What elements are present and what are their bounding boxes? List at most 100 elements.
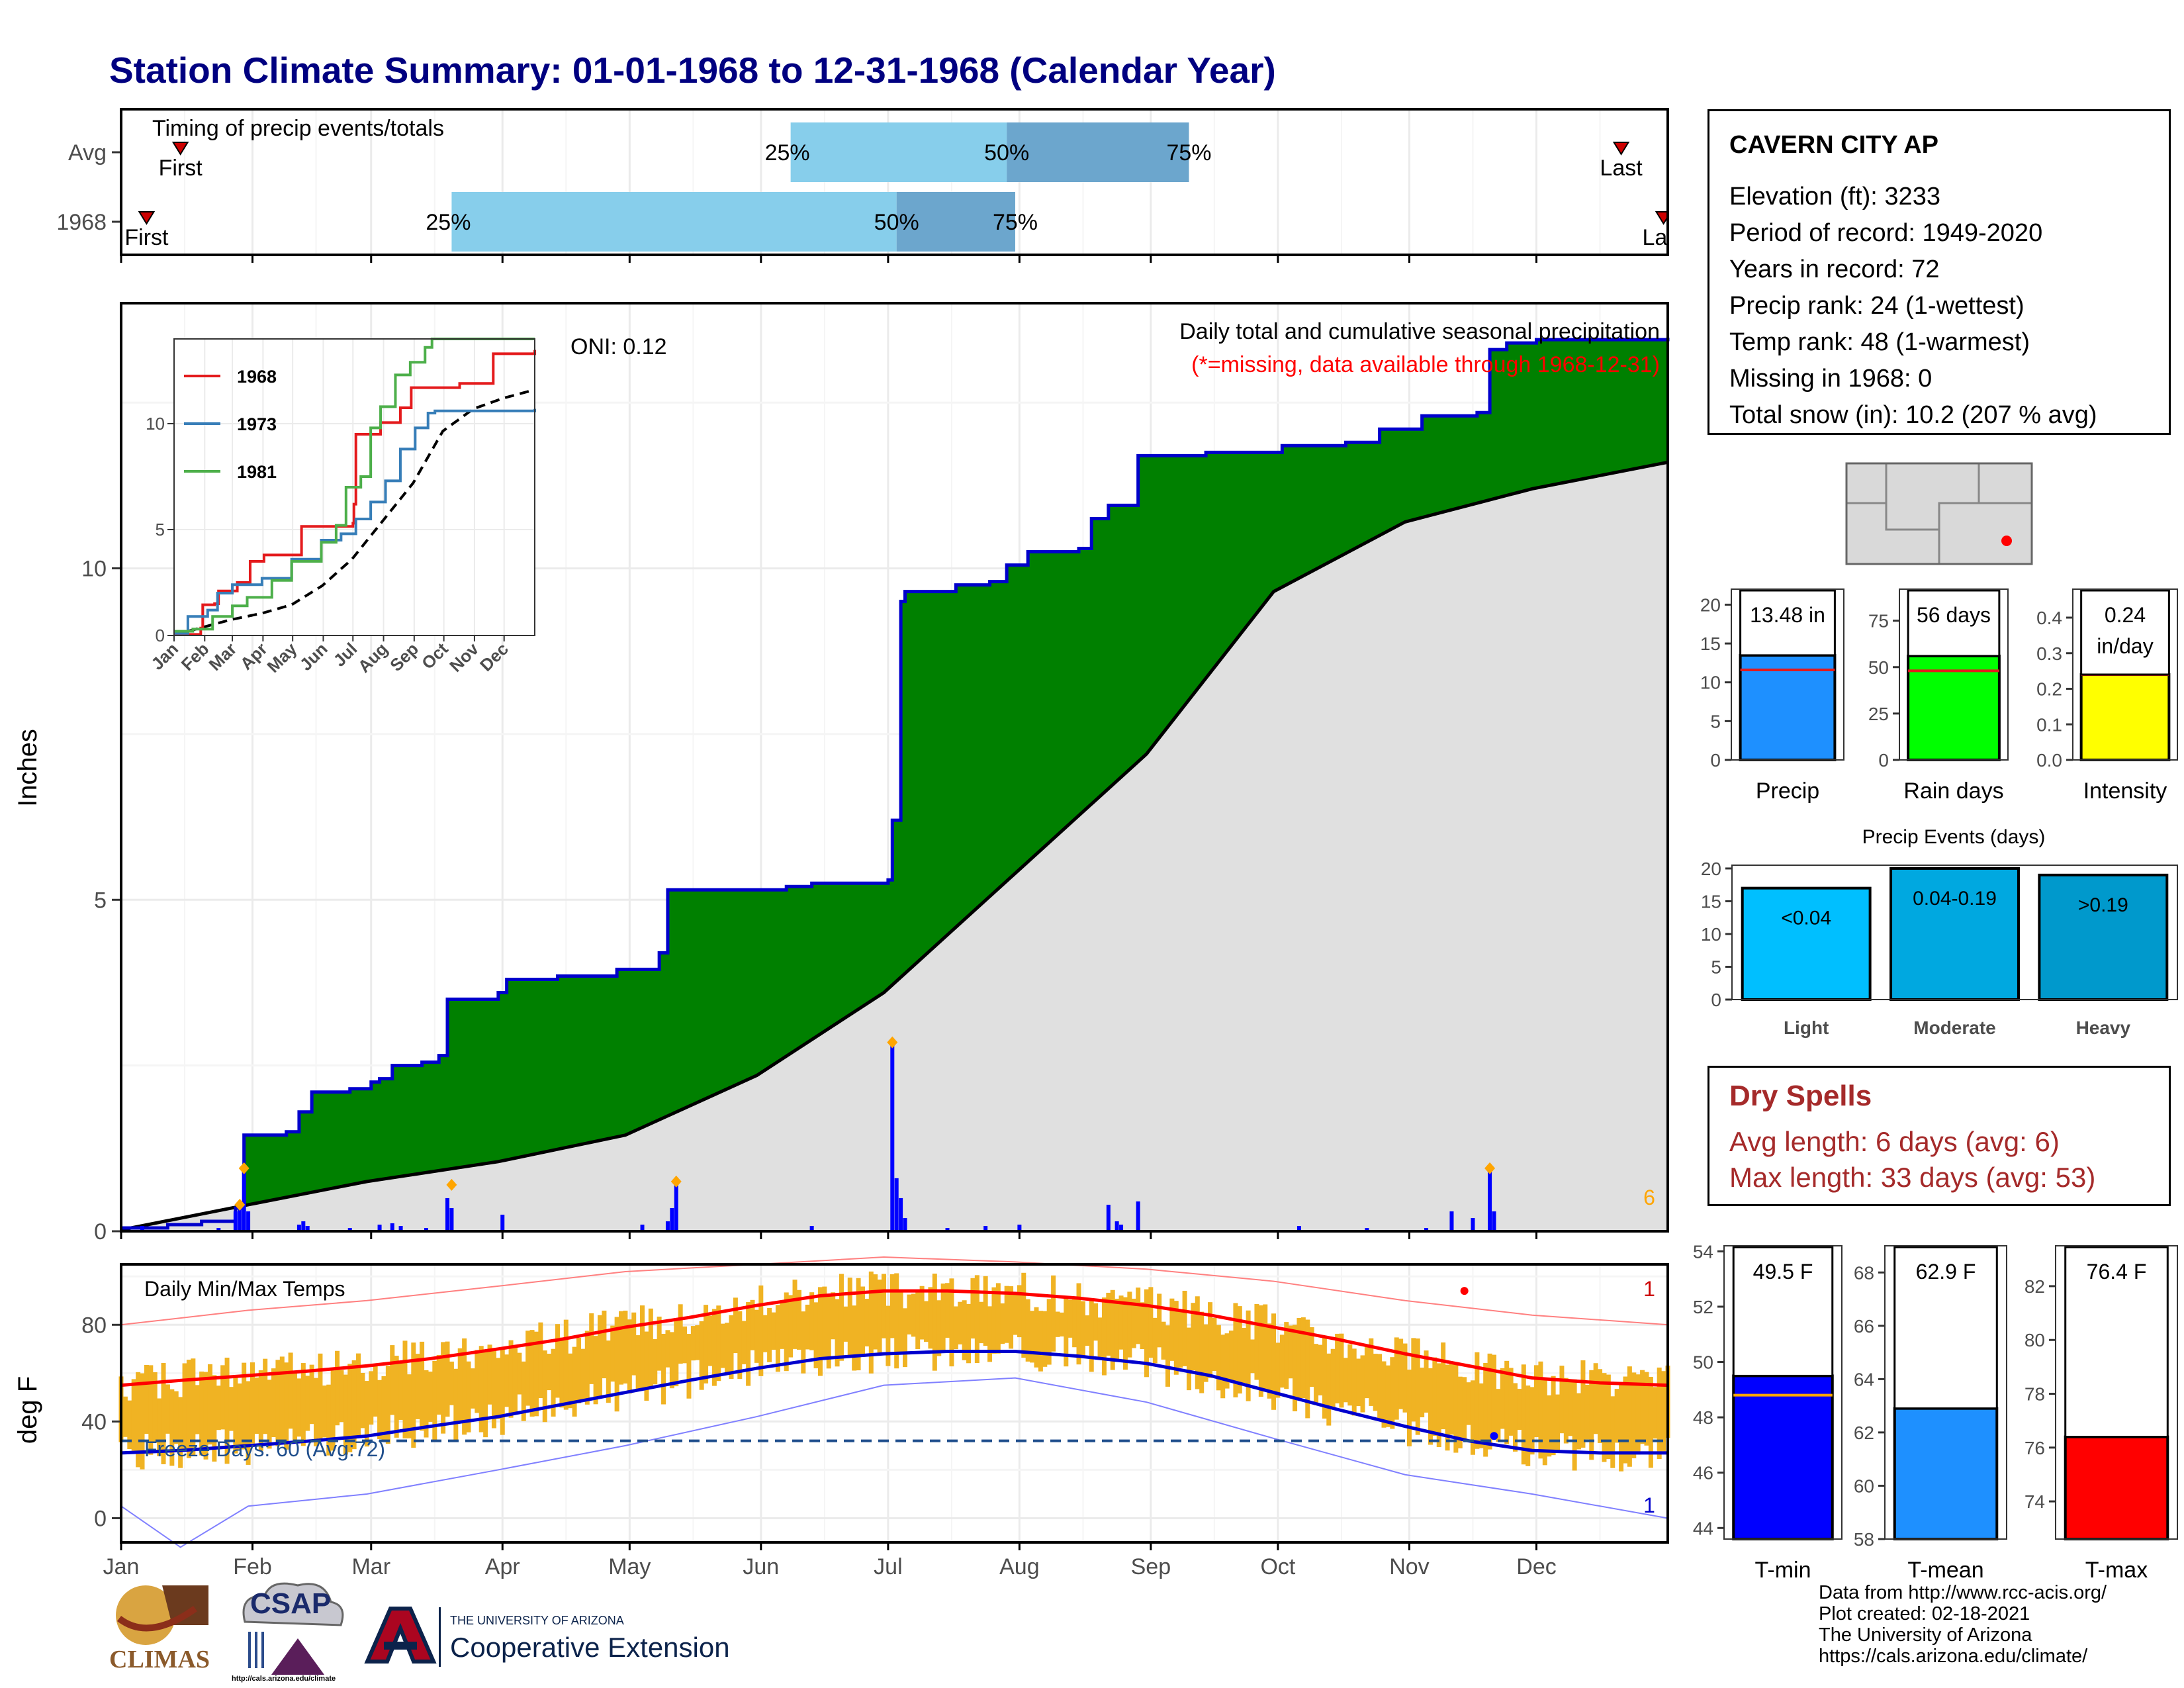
daily-temp-bar bbox=[635, 1335, 641, 1390]
daily-temp-bar bbox=[788, 1295, 794, 1358]
month-label: Apr bbox=[485, 1554, 520, 1579]
daily-temp-bar bbox=[318, 1353, 323, 1439]
precip-chart-subtitle: (*=missing, data available through 1968-… bbox=[1191, 352, 1660, 377]
daily-temp-bar bbox=[1297, 1318, 1302, 1399]
inset-frame bbox=[173, 338, 535, 636]
daily-temp-bar bbox=[411, 1342, 416, 1448]
daily-temp-bar bbox=[445, 1341, 450, 1417]
daily-temp-bar bbox=[1610, 1396, 1615, 1468]
totals-panels: 13.48 in 0 5 10 15 20 Precip 56 days 0 25 50 75 Rain… bbox=[1700, 588, 2178, 804]
y-tick-label: 80 bbox=[2025, 1330, 2045, 1350]
credits: Data from http://www.rcc-acis.org/ Plot … bbox=[1819, 1582, 2107, 1667]
daily-temp-bar bbox=[860, 1286, 865, 1355]
daily-temp-bar bbox=[136, 1372, 141, 1468]
daily-temp-bar bbox=[873, 1274, 878, 1350]
daily-temp-bar bbox=[1131, 1298, 1136, 1348]
bar-value-unit: in/day bbox=[2097, 634, 2153, 658]
daily-temp-bar bbox=[1436, 1363, 1441, 1448]
daily-temp-bar bbox=[1115, 1298, 1120, 1362]
daily-temp-bar bbox=[1584, 1384, 1590, 1440]
daily-temp-bar bbox=[1246, 1310, 1251, 1401]
daily-precip-bar bbox=[449, 1207, 454, 1231]
first-label: First bbox=[124, 225, 169, 250]
daily-temp-bar bbox=[1500, 1368, 1505, 1429]
bar-frame bbox=[1723, 1245, 1843, 1540]
daily-temp-bar bbox=[949, 1278, 954, 1367]
daily-temp-bar bbox=[1305, 1319, 1310, 1419]
daily-precip-bar bbox=[1449, 1211, 1454, 1231]
daily-temp-bar bbox=[1568, 1379, 1573, 1436]
daily-temp-bar bbox=[381, 1376, 387, 1442]
daily-temp-bar bbox=[1640, 1370, 1645, 1444]
daily-temp-bar bbox=[1335, 1333, 1340, 1404]
daily-temp-bar bbox=[1542, 1380, 1547, 1466]
daily-temp-bar bbox=[1000, 1303, 1005, 1344]
daily-temp-bar bbox=[263, 1358, 268, 1434]
pct-label-25: 25% bbox=[765, 140, 810, 165]
daily-temp-bar bbox=[1271, 1313, 1277, 1410]
pct-label-75: 75% bbox=[1166, 140, 1211, 165]
timing-frame bbox=[120, 108, 1669, 256]
daily-temp-bar bbox=[1487, 1353, 1492, 1450]
station-location-dot bbox=[2001, 536, 2012, 546]
daily-temp-bar bbox=[152, 1372, 158, 1443]
ua-cooperative-extension: Cooperative Extension bbox=[450, 1632, 730, 1663]
temps-y-axis-label: deg F bbox=[13, 1376, 42, 1444]
y-tick-label: 64 bbox=[1854, 1369, 1874, 1389]
daily-temp-bar bbox=[521, 1361, 526, 1421]
daily-temp-bar bbox=[822, 1286, 827, 1360]
normal-min-line bbox=[120, 1349, 1668, 1455]
daily-temp-bar bbox=[1173, 1301, 1179, 1375]
bar-category-label: T-mean bbox=[1907, 1558, 1983, 1583]
heavy-event-marker bbox=[238, 1162, 250, 1174]
daily-temp-bar bbox=[1288, 1325, 1293, 1379]
bar-t-mean bbox=[1893, 1407, 1999, 1540]
daily-temp-bar bbox=[1258, 1305, 1263, 1397]
bar-frame bbox=[2055, 1245, 2178, 1540]
y-tick-label: 50 bbox=[1693, 1352, 1713, 1373]
heavy-event-marker bbox=[670, 1175, 682, 1188]
daily-temp-bar bbox=[1220, 1335, 1226, 1399]
daily-temp-bar bbox=[1445, 1364, 1450, 1451]
daily-temp-bar bbox=[216, 1385, 221, 1430]
daily-temp-bar bbox=[1009, 1286, 1014, 1349]
dry-spells-max: Max length: 33 days (avg: 53) bbox=[1729, 1162, 2096, 1193]
bar-frame bbox=[1731, 588, 1844, 761]
daily-temp-bar bbox=[161, 1363, 166, 1464]
daily-precip-bar bbox=[216, 1227, 221, 1231]
inset-panel: 1968197319810510JanFebMarAprMayJunJulAug… bbox=[146, 338, 536, 677]
daily-temp-bar bbox=[1457, 1376, 1463, 1448]
daily-temp-bar bbox=[682, 1326, 688, 1364]
daily-temp-bar bbox=[309, 1364, 314, 1425]
daily-temp-bar bbox=[1330, 1348, 1336, 1407]
daily-temp-bar bbox=[1547, 1395, 1552, 1457]
daily-temp-bar bbox=[970, 1278, 976, 1339]
daily-temp-bar bbox=[1525, 1385, 1531, 1466]
daily-temp-bar bbox=[1513, 1383, 1518, 1452]
daily-temp-bar bbox=[919, 1286, 925, 1340]
daily-temp-bar bbox=[1208, 1302, 1213, 1378]
daily-temp-bar bbox=[1263, 1304, 1268, 1392]
daily-temp-bar bbox=[369, 1371, 374, 1425]
freeze-days-label: Freeze Days: 60 (Avg:72) bbox=[144, 1437, 385, 1461]
daily-temp-bar bbox=[966, 1303, 972, 1364]
daily-precip-bar bbox=[665, 1221, 670, 1231]
daily-temp-bar bbox=[932, 1273, 937, 1371]
daily-precip-bar bbox=[674, 1181, 678, 1231]
precip-y-axis-label: Inches bbox=[13, 729, 42, 807]
month-label: Feb bbox=[233, 1554, 272, 1579]
daily-temp-bar bbox=[775, 1305, 780, 1372]
daily-temp-bar bbox=[958, 1301, 963, 1344]
y-tick-label: 5 bbox=[94, 888, 107, 913]
daily-temp-bar bbox=[1619, 1382, 1624, 1472]
daily-temp-bar bbox=[606, 1340, 611, 1403]
timing-bar-upper bbox=[1007, 122, 1189, 182]
daily-temp-bar bbox=[533, 1331, 539, 1417]
daily-temp-bar bbox=[835, 1299, 840, 1367]
bar-label-box bbox=[1732, 1246, 1834, 1377]
daily-precip-bar bbox=[890, 1045, 895, 1231]
daily-temp-bar bbox=[1653, 1387, 1658, 1439]
timing-row-label: 1968 bbox=[56, 210, 107, 235]
bar-value-label: 62.9 F bbox=[1916, 1260, 1976, 1284]
inset-y-tick-label: 5 bbox=[156, 520, 165, 539]
